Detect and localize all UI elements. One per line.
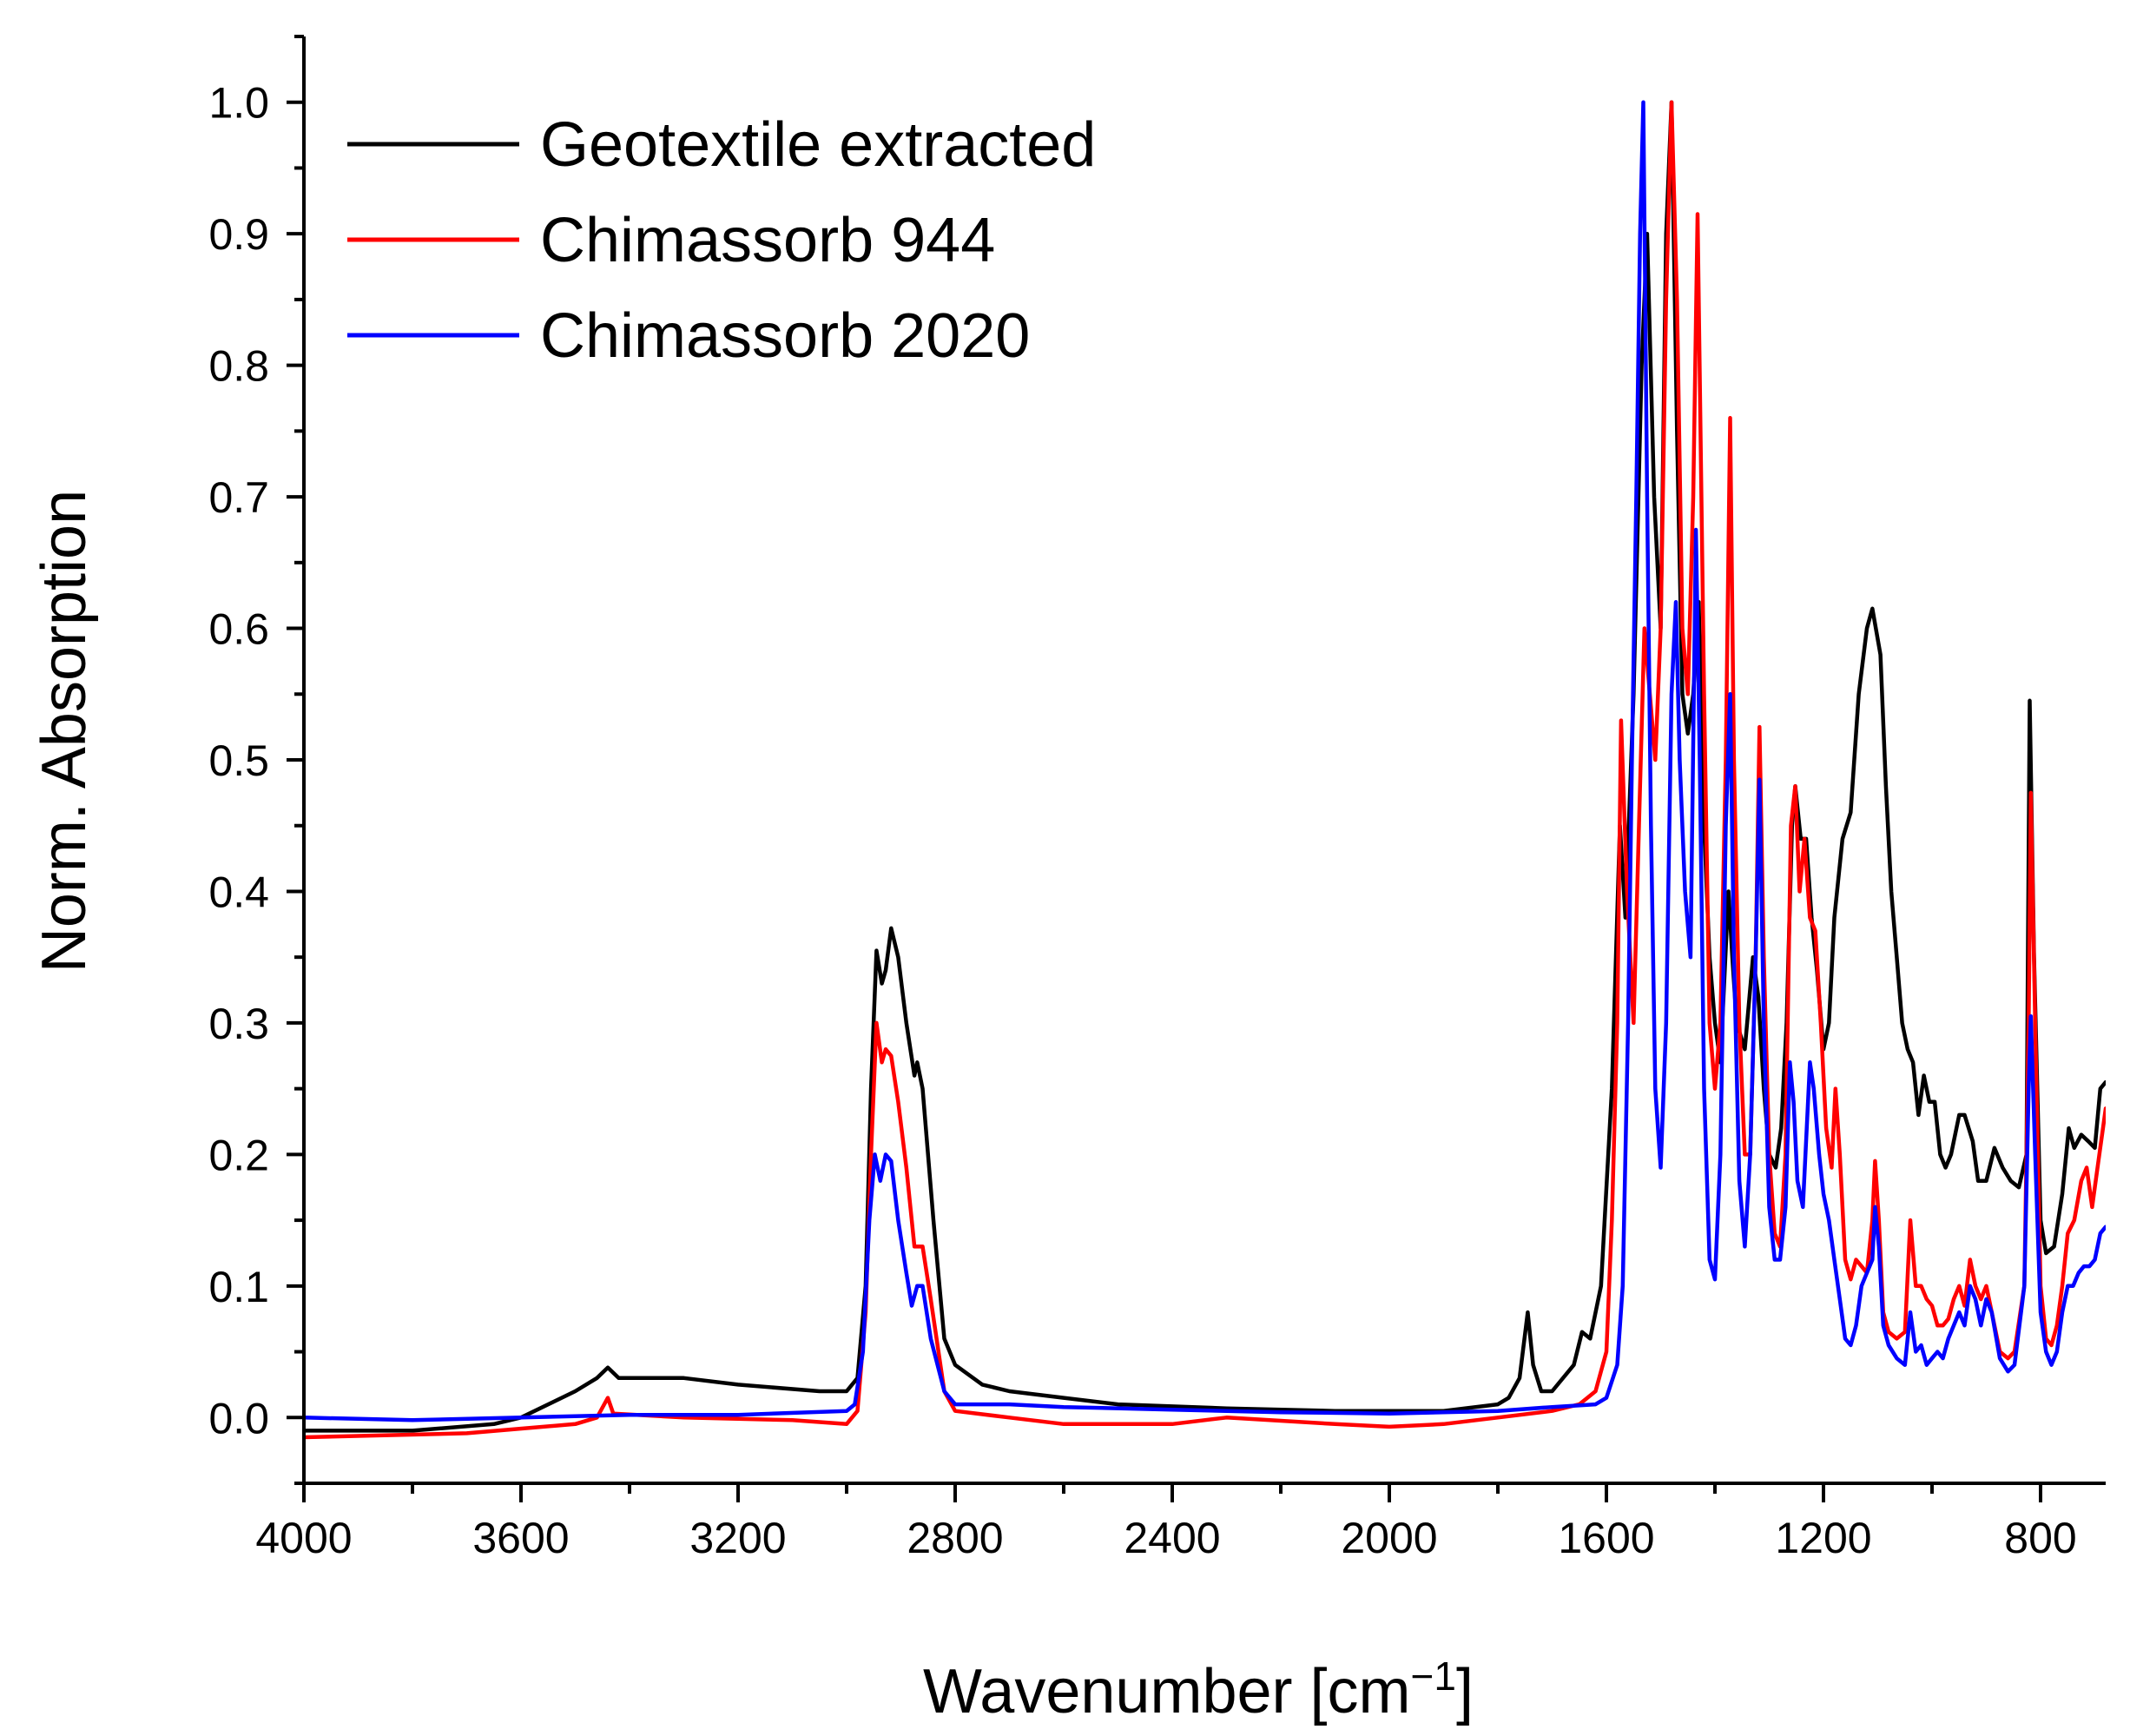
x-axis-title-main: Wavenumber [cm [923, 1657, 1410, 1726]
y-tick-label: 0.3 [208, 1000, 269, 1048]
x-tick-label: 2000 [1341, 1514, 1437, 1562]
axes [287, 35, 2106, 1502]
y-tick-label: 0.6 [208, 605, 269, 654]
x-tick-label: 3200 [689, 1514, 786, 1562]
x-tick-label: 1600 [1558, 1514, 1654, 1562]
x-tick-label: 2800 [907, 1514, 1003, 1562]
y-tick-label: 0.4 [208, 868, 269, 916]
y-tick-label: 1.0 [208, 79, 269, 128]
y-tick-label: 0.9 [208, 210, 269, 259]
legend-label-1: Geotextile extracted [540, 110, 1096, 180]
x-tick-label: 3600 [472, 1514, 569, 1562]
legend: Geotextile extracted Chimassorb 944 Chimas… [347, 110, 1096, 371]
y-tick-label: 0.2 [208, 1131, 269, 1179]
plot-lines [304, 100, 2106, 1440]
y-tick-label: 0.1 [208, 1263, 269, 1311]
y-tick-label: 0.5 [208, 736, 269, 785]
series-line-1 [304, 100, 2106, 1433]
x-axis-title-close: ] [1456, 1657, 1474, 1726]
y-tick-label: 0.8 [208, 342, 269, 391]
x-tick-label: 4000 [255, 1514, 352, 1562]
y-tick-label: 0.0 [208, 1394, 269, 1442]
x-tick-label: 1200 [1775, 1514, 1871, 1562]
legend-label-3: Chimassorb 2020 [540, 301, 1030, 371]
legend-label-2: Chimassorb 944 [540, 206, 995, 275]
y-tick-label: 0.7 [208, 473, 269, 522]
x-tick-label: 2400 [1124, 1514, 1220, 1562]
y-axis-title: Norm. Absorption [30, 490, 99, 973]
x-axis-title-superscript: −1 [1411, 1653, 1456, 1699]
x-axis-title: Wavenumber [cm−1] [923, 1653, 1474, 1726]
x-tick-label: 800 [2004, 1514, 2076, 1562]
series-line-3 [304, 100, 2106, 1422]
tick-labels: 4000 3600 3200 2800 2400 2000 1600 1200 800 0.0 0.… [208, 79, 2076, 1562]
